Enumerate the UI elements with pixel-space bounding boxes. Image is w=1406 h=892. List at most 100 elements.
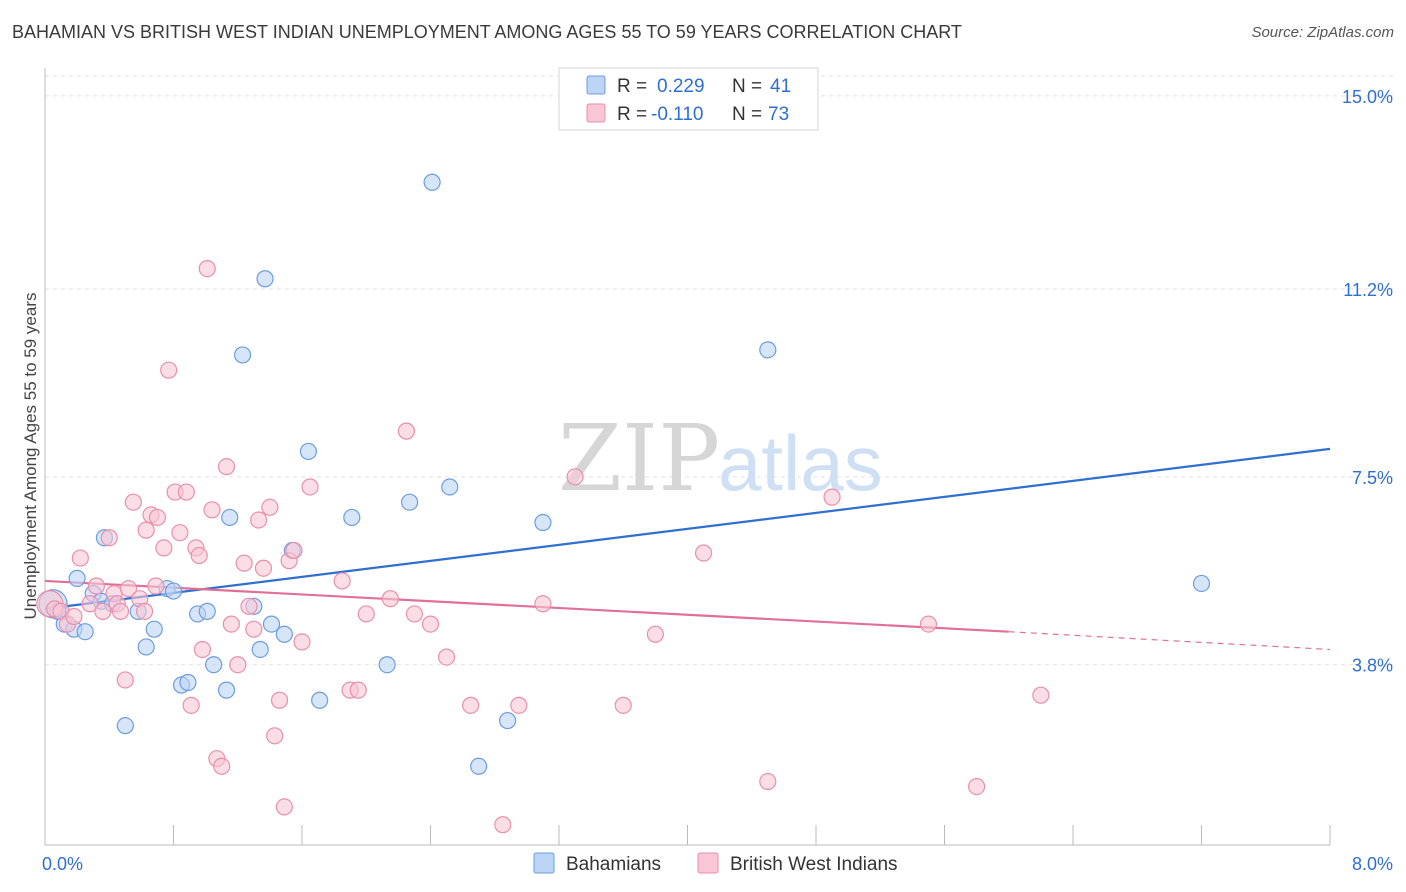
point-british-west-indians bbox=[65, 607, 83, 626]
series-legend: Bahamians British West Indians bbox=[533, 852, 898, 875]
x-tick-label: 8.0% bbox=[1352, 854, 1393, 874]
point-bahamians bbox=[198, 602, 216, 620]
n-value-blue: 41 bbox=[770, 76, 791, 97]
point-british-west-indians bbox=[250, 511, 268, 529]
x-tick-label: 0.0% bbox=[42, 854, 83, 874]
point-bahamians bbox=[423, 173, 441, 191]
point-bahamians bbox=[137, 638, 155, 656]
point-british-west-indians bbox=[381, 590, 399, 608]
point-british-west-indians bbox=[646, 625, 664, 643]
point-british-west-indians bbox=[1032, 686, 1050, 704]
point-bahamians bbox=[378, 656, 396, 674]
point-bahamians bbox=[179, 673, 197, 692]
point-british-west-indians bbox=[614, 696, 632, 714]
point-british-west-indians bbox=[494, 816, 512, 834]
point-british-west-indians bbox=[534, 595, 552, 613]
watermark-zip: ZIP bbox=[558, 405, 720, 512]
point-british-west-indians bbox=[119, 579, 138, 598]
stats-legend: R = 0.229 N = 41 R = -0.110 N = 73 bbox=[558, 67, 819, 131]
point-bahamians bbox=[311, 691, 329, 709]
point-bahamians bbox=[275, 625, 293, 643]
y-axis-label: Unemployment Among Ages 55 to 59 years bbox=[21, 293, 40, 620]
point-british-west-indians bbox=[213, 757, 231, 775]
point-british-west-indians bbox=[285, 541, 303, 560]
point-british-west-indians bbox=[349, 681, 367, 699]
r-value-pink: -0.110 bbox=[651, 104, 703, 125]
legend-swatch-british-west-indians bbox=[697, 852, 719, 874]
point-bahamians bbox=[759, 341, 777, 359]
point-bahamians bbox=[401, 493, 419, 511]
point-bahamians bbox=[262, 615, 281, 633]
point-british-west-indians bbox=[333, 572, 351, 590]
source-label: Source: ZipAtlas.com bbox=[1251, 24, 1394, 41]
point-british-west-indians bbox=[301, 478, 319, 496]
tick-labels: 3.8% 7.5% 11.2% 15.0% 0.0% 8.0% bbox=[42, 87, 1393, 874]
point-bahamians bbox=[251, 640, 269, 659]
point-british-west-indians bbox=[968, 777, 986, 796]
point-british-west-indians bbox=[203, 501, 221, 519]
point-bahamians bbox=[145, 620, 163, 638]
point-british-west-indians bbox=[510, 696, 528, 714]
watermark-atlas: atlas bbox=[718, 419, 883, 507]
point-british-west-indians bbox=[217, 458, 236, 476]
point-british-west-indians bbox=[155, 539, 173, 557]
n-value-pink: 73 bbox=[768, 104, 789, 125]
point-british-west-indians bbox=[171, 524, 189, 542]
point-british-west-indians bbox=[193, 640, 212, 659]
point-british-west-indians bbox=[148, 508, 167, 527]
legend-label-british-west-indians: British West Indians bbox=[730, 854, 898, 875]
point-british-west-indians bbox=[229, 656, 247, 674]
legend-swatch-bahamians bbox=[533, 852, 555, 874]
point-british-west-indians bbox=[293, 633, 311, 651]
trend-line-british-west-indians-extension bbox=[1008, 631, 1331, 651]
point-bahamians bbox=[499, 711, 517, 730]
r-label-blue: R = bbox=[617, 76, 647, 97]
point-bahamians bbox=[441, 478, 459, 496]
y-tick-label: 15.0% bbox=[1342, 87, 1393, 107]
point-british-west-indians bbox=[275, 798, 293, 816]
watermark: ZIP atlas bbox=[558, 405, 883, 512]
point-british-west-indians bbox=[266, 727, 284, 745]
trend-line-british-west-indians bbox=[44, 579, 1009, 633]
point-british-west-indians bbox=[919, 615, 938, 633]
point-british-west-indians bbox=[81, 595, 99, 613]
axes bbox=[44, 68, 1331, 846]
point-british-west-indians bbox=[177, 483, 195, 501]
point-british-west-indians bbox=[245, 620, 263, 638]
point-british-west-indians bbox=[100, 529, 118, 547]
point-bahamians bbox=[116, 717, 134, 735]
point-bahamians bbox=[221, 508, 239, 527]
point-british-west-indians bbox=[160, 361, 178, 379]
stats-legend-swatch-pink bbox=[586, 103, 606, 123]
point-bahamians bbox=[164, 582, 183, 600]
point-british-west-indians bbox=[235, 554, 253, 572]
point-british-west-indians bbox=[182, 696, 200, 714]
y-tick-label: 3.8% bbox=[1352, 656, 1393, 676]
point-british-west-indians bbox=[759, 772, 777, 791]
point-bahamians bbox=[299, 442, 318, 461]
point-bahamians bbox=[1192, 574, 1211, 593]
point-british-west-indians bbox=[87, 577, 106, 595]
point-british-west-indians bbox=[124, 493, 142, 511]
point-british-west-indians bbox=[397, 422, 416, 440]
point-british-west-indians bbox=[270, 691, 289, 709]
point-british-west-indians bbox=[823, 488, 841, 506]
point-british-west-indians bbox=[240, 597, 258, 615]
point-bahamians bbox=[343, 508, 361, 527]
y-tick-label: 11.2% bbox=[1343, 280, 1393, 300]
r-label-pink: R = bbox=[617, 104, 647, 125]
point-british-west-indians bbox=[437, 648, 456, 666]
point-bahamians bbox=[217, 681, 236, 699]
point-bahamians bbox=[470, 757, 488, 775]
stats-legend-swatch-blue bbox=[586, 75, 606, 95]
r-value-blue: 0.229 bbox=[657, 76, 705, 97]
point-british-west-indians bbox=[566, 468, 584, 486]
point-british-west-indians bbox=[198, 259, 216, 278]
point-bahamians bbox=[256, 270, 274, 288]
point-british-west-indians bbox=[135, 602, 154, 620]
point-bahamians bbox=[233, 346, 252, 364]
point-british-west-indians bbox=[357, 605, 375, 623]
point-british-west-indians bbox=[111, 602, 130, 620]
legend-label-bahamians: Bahamians bbox=[566, 854, 661, 875]
